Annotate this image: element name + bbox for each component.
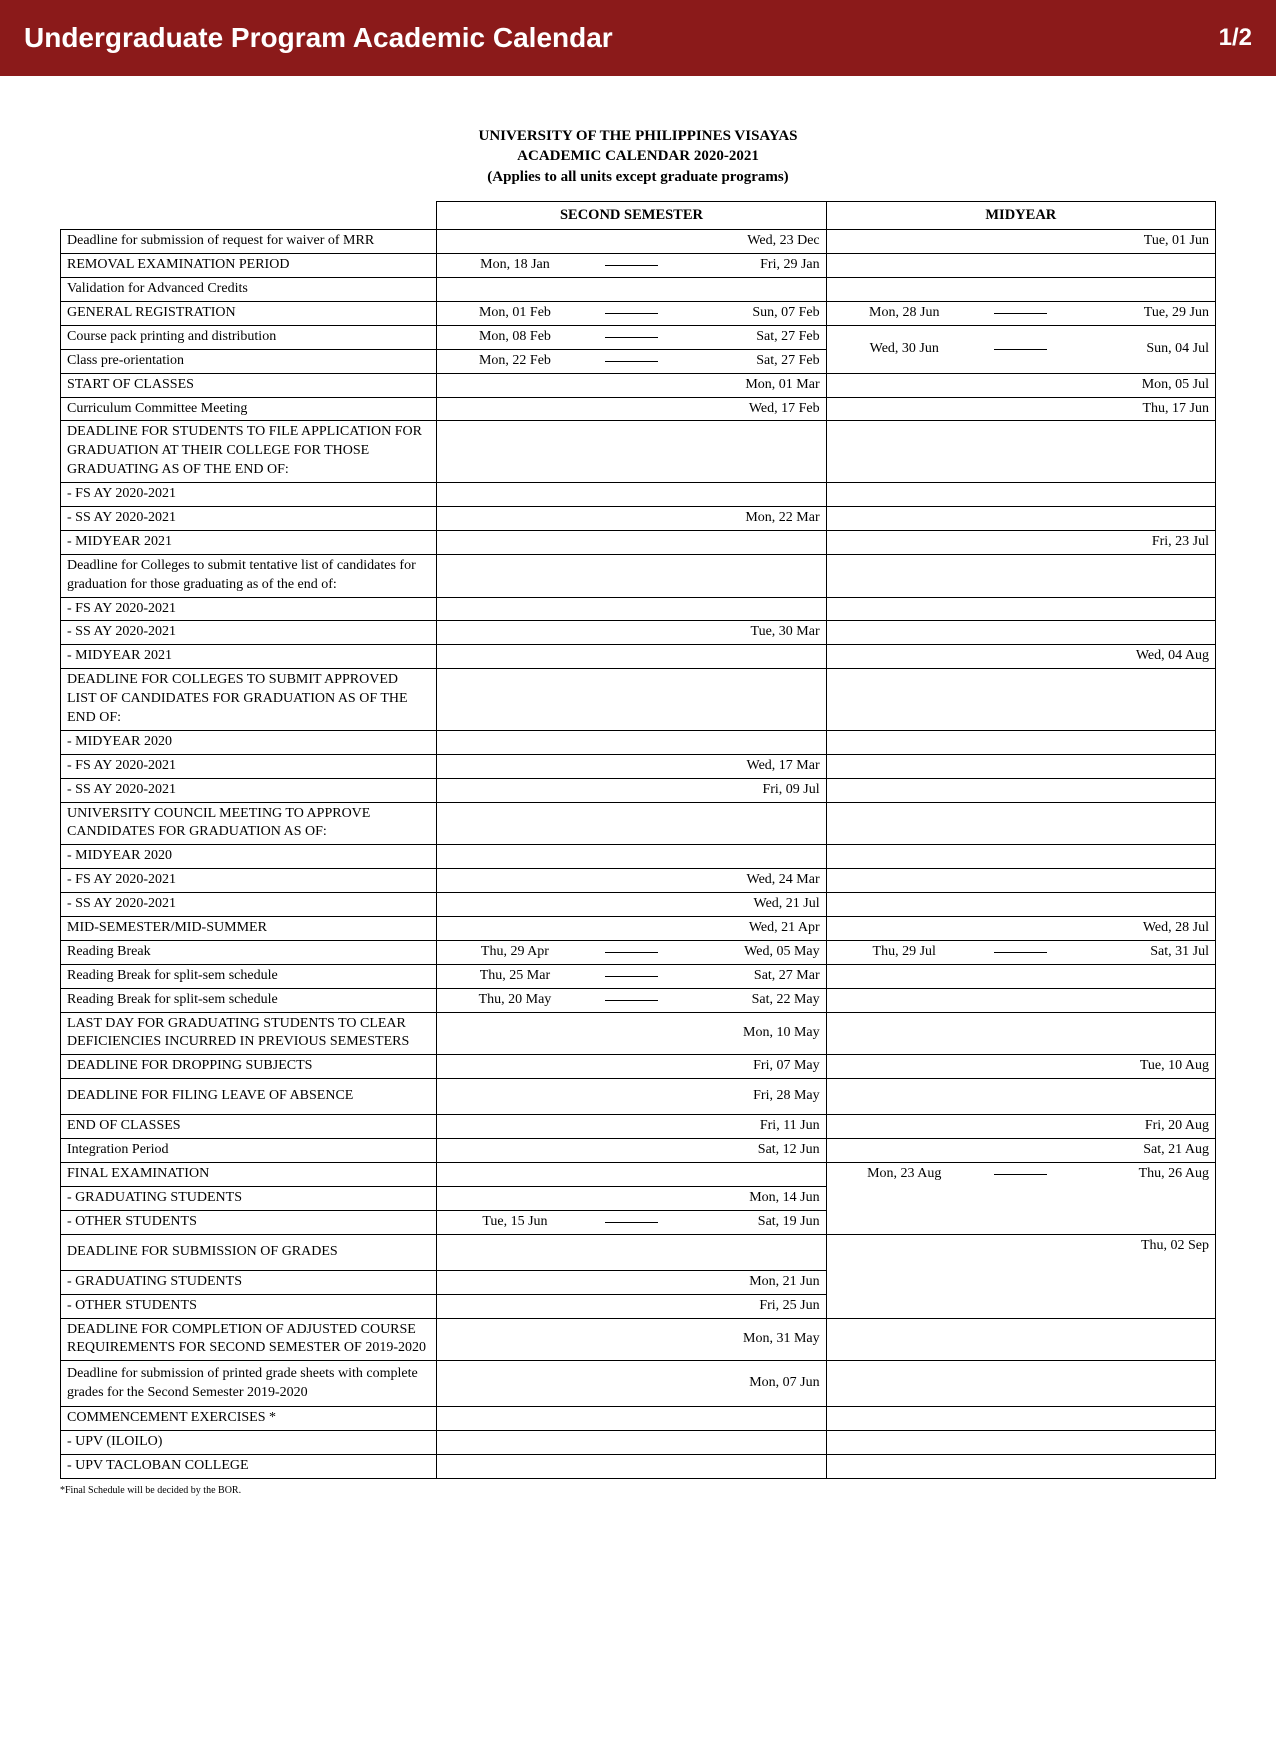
table-row: - FS AY 2020-2021 (61, 483, 1216, 507)
row-desc: Deadline for submission of request for w… (61, 230, 437, 254)
midyear-header: MIDYEAR (826, 201, 1215, 230)
table-row: - FS AY 2020-2021 Wed, 17 Mar (61, 754, 1216, 778)
table-row: - MIDYEAR 2021 Wed, 04 Aug (61, 645, 1216, 669)
date-cell: Wed, 23 Dec (670, 230, 826, 254)
table-row: - SS AY 2020-2021 Wed, 21 Jul (61, 893, 1216, 917)
range-dash (994, 313, 1047, 314)
column-header-row: SECOND SEMESTER MIDYEAR (61, 201, 1216, 230)
range-dash (994, 1174, 1047, 1175)
table-row: COMMENCEMENT EXERCISES * (61, 1407, 1216, 1431)
table-row: Validation for Advanced Credits (61, 278, 1216, 302)
table-row: LAST DAY FOR GRADUATING STUDENTS TO CLEA… (61, 1012, 1216, 1055)
table-row: MID-SEMESTER/MID-SUMMER Wed, 21 Apr Wed,… (61, 917, 1216, 941)
table-row: Course pack printing and distribution Mo… (61, 325, 1216, 349)
table-row: DEADLINE FOR FILING LEAVE OF ABSENCE Fri… (61, 1079, 1216, 1115)
range-dash (605, 313, 658, 314)
range-dash (605, 265, 658, 266)
table-row: UNIVERSITY COUNCIL MEETING TO APPROVE CA… (61, 802, 1216, 845)
table-row: Integration Period Sat, 12 Jun Sat, 21 A… (61, 1139, 1216, 1163)
table-row: - SS AY 2020-2021 Tue, 30 Mar (61, 621, 1216, 645)
table-row: DEADLINE FOR DROPPING SUBJECTS Fri, 07 M… (61, 1055, 1216, 1079)
table-row: END OF CLASSES Fri, 11 Jun Fri, 20 Aug (61, 1115, 1216, 1139)
table-row: Deadline for submission of request for w… (61, 230, 1216, 254)
table-row: - UPV TACLOBAN COLLEGE (61, 1455, 1216, 1479)
range-dash (605, 1222, 658, 1223)
table-row: - MIDYEAR 2020 (61, 845, 1216, 869)
date-cell: Tue, 01 Jun (1060, 230, 1216, 254)
table-row: Deadline for submission of printed grade… (61, 1361, 1216, 1407)
heading-line-3: (Applies to all units except graduate pr… (60, 167, 1216, 187)
table-row: Curriculum Committee Meeting Wed, 17 Feb… (61, 397, 1216, 421)
table-row: Reading Break for split-sem schedule Thu… (61, 964, 1216, 988)
page-indicator: 1/2 (1219, 24, 1252, 52)
range-dash (605, 1000, 658, 1001)
footnote: *Final Schedule will be decided by the B… (60, 1485, 1216, 1496)
table-row: - FS AY 2020-2021 Wed, 24 Mar (61, 869, 1216, 893)
table-row: - SS AY 2020-2021 Fri, 09 Jul (61, 778, 1216, 802)
document-page: UNIVERSITY OF THE PHILIPPINES VISAYAS AC… (0, 76, 1276, 1516)
table-row: - UPV (ILOILO) (61, 1431, 1216, 1455)
table-row: DEADLINE FOR COLLEGES TO SUBMIT APPROVED… (61, 669, 1216, 731)
range-dash (994, 349, 1047, 350)
table-row: FINAL EXAMINATION Mon, 23 Aug Thu, 26 Au… (61, 1163, 1216, 1187)
range-dash (605, 337, 658, 338)
table-row: - FS AY 2020-2021 (61, 597, 1216, 621)
table-row: GENERAL REGISTRATION Mon, 01 Feb Sun, 07… (61, 301, 1216, 325)
document-heading: UNIVERSITY OF THE PHILIPPINES VISAYAS AC… (60, 126, 1216, 187)
table-row: START OF CLASSES Mon, 01 Mar Mon, 05 Jul (61, 373, 1216, 397)
table-row: DEADLINE FOR STUDENTS TO FILE APPLICATIO… (61, 421, 1216, 483)
heading-line-2: ACADEMIC CALENDAR 2020-2021 (60, 146, 1216, 166)
table-row: - MIDYEAR 2021 Fri, 23 Jul (61, 530, 1216, 554)
table-row: - MIDYEAR 2020 (61, 730, 1216, 754)
heading-line-1: UNIVERSITY OF THE PHILIPPINES VISAYAS (60, 126, 1216, 146)
viewer-header: Undergraduate Program Academic Calendar … (0, 0, 1276, 76)
range-dash (605, 952, 658, 953)
doc-title: Undergraduate Program Academic Calendar (24, 22, 613, 54)
range-dash (994, 952, 1047, 953)
range-dash (605, 361, 658, 362)
table-row: Reading Break Thu, 29 Apr Wed, 05 May Th… (61, 940, 1216, 964)
range-dash (605, 976, 658, 977)
table-row: Deadline for Colleges to submit tentativ… (61, 554, 1216, 597)
table-row: - SS AY 2020-2021 Mon, 22 Mar (61, 507, 1216, 531)
calendar-table: SECOND SEMESTER MIDYEAR Deadline for sub… (60, 201, 1216, 1479)
table-row: Reading Break for split-sem schedule Thu… (61, 988, 1216, 1012)
table-row: DEADLINE FOR SUBMISSION OF GRADES Thu, 0… (61, 1234, 1216, 1270)
table-row: DEADLINE FOR COMPLETION OF ADJUSTED COUR… (61, 1318, 1216, 1361)
table-row: REMOVAL EXAMINATION PERIOD Mon, 18 Jan F… (61, 254, 1216, 278)
second-semester-header: SECOND SEMESTER (437, 201, 826, 230)
blank-header (61, 201, 437, 230)
